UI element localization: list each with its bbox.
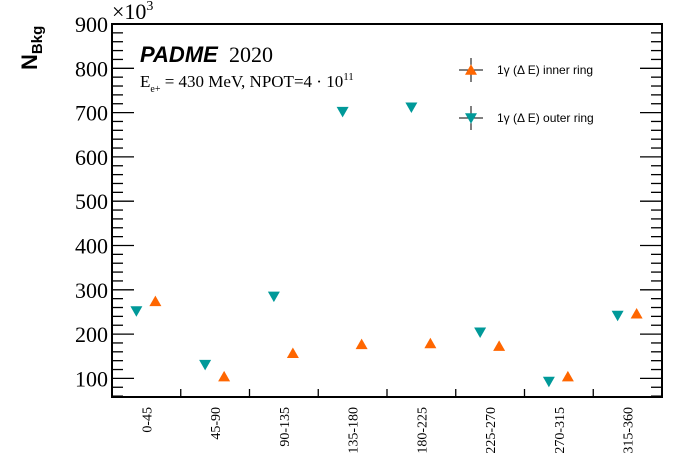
x-tick-label: 45-90 <box>209 407 224 440</box>
y-tick-label: 200 <box>75 322 108 347</box>
legend-triangle-down-icon <box>465 113 477 124</box>
inner-ring-point <box>424 337 437 349</box>
inner-ring-point <box>630 308 643 319</box>
x-tick-label: 180-225 <box>415 407 430 454</box>
inner-ring-point <box>561 370 574 382</box>
inner-ring-point <box>355 338 368 350</box>
year-label: 2020 <box>229 42 273 67</box>
outer-ring-point <box>405 102 418 113</box>
legend: 1γ (Δ E) inner ring 1γ (Δ E) outer ring <box>459 58 594 130</box>
y-tick-label: 500 <box>75 189 108 214</box>
y-tick-label: 600 <box>75 145 108 170</box>
y-axis-label: NBkg <box>17 26 46 70</box>
x-tick-label: 315-360 <box>622 407 637 454</box>
x-tick-label: 90-135 <box>278 407 293 447</box>
x-tick-label: 225-270 <box>484 407 499 454</box>
outer-ring-point <box>611 310 624 322</box>
inner-ring-point <box>218 370 231 382</box>
legend-label: 1γ (Δ E) inner ring <box>497 63 593 77</box>
experiment-label: PADME <box>140 42 219 67</box>
y-tick-label: 100 <box>75 366 108 391</box>
outer-ring-point <box>542 376 555 388</box>
y-tick-label: 900 <box>75 12 108 37</box>
outer-ring-point <box>336 106 349 118</box>
y-tick-label: 700 <box>75 101 108 126</box>
inner-ring-point <box>493 340 506 351</box>
x-tick-label: 135-180 <box>347 407 362 454</box>
x-tick-label: 270-315 <box>553 407 568 454</box>
inner-ring-point <box>149 295 162 307</box>
beam-label: Ee+ = 430 MeV, NPOT=4 · 1011 <box>140 71 354 95</box>
legend-triangle-up-icon <box>465 64 477 75</box>
outer-ring-point <box>130 306 143 317</box>
outer-ring-point <box>267 291 280 303</box>
legend-label: 1γ (Δ E) outer ring <box>497 111 594 125</box>
outer-ring-point <box>199 359 212 371</box>
x-tick-label: 0-45 <box>140 407 155 433</box>
y-tick-label: 300 <box>75 278 108 303</box>
y-tick-label: 400 <box>75 233 108 258</box>
inner-ring-point <box>286 347 299 358</box>
y-tick-label: 800 <box>75 56 108 81</box>
y-multiplier: ×103 <box>112 0 153 24</box>
outer-ring-point <box>474 327 487 339</box>
